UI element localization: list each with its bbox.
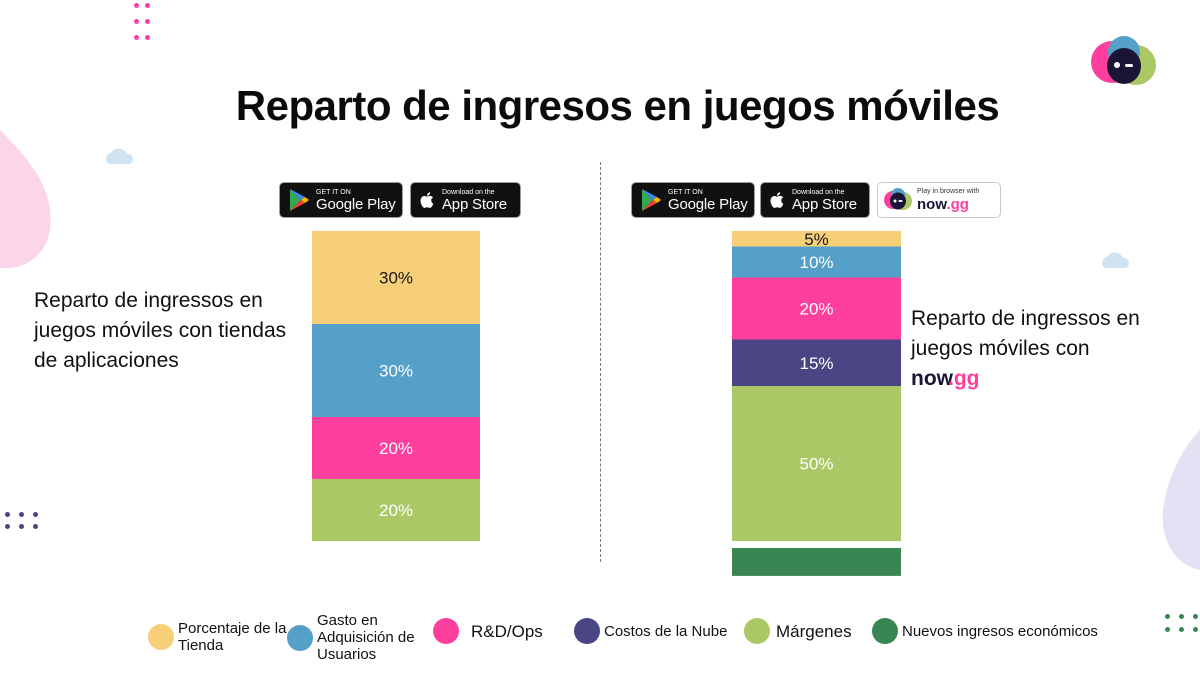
legend-label-margins: Márgenes — [776, 621, 852, 641]
app-store-large-text: App Store — [442, 195, 507, 213]
google-play-large-text: Google Play — [316, 195, 396, 213]
legend-label-ua: Gasto en Adquisición de Usuarios — [317, 612, 415, 663]
cloud-icon-left — [106, 148, 134, 164]
legend-item-store: Porcentaje de la Tienda — [148, 620, 288, 654]
decor-blob-left — [0, 130, 51, 269]
app-store-large-text: App Store — [792, 195, 857, 213]
legend-label-cloud: Costos de la Nube — [604, 622, 728, 640]
right-caption: Reparto de ingressos en juegos móviles c… — [911, 304, 1151, 394]
app-store-badge-right[interactable]: Download on the App Store — [760, 182, 870, 218]
legend-item-cloud: Costos de la Nube — [574, 618, 727, 644]
google-play-icon — [642, 189, 661, 211]
nowgg-badge[interactable]: Play in browser with now.gg — [877, 182, 1001, 218]
legend-label-new-revenue: Nuevos ingresos económicos — [902, 622, 1098, 640]
nowgg-small-text: Play in browser with — [917, 188, 980, 195]
bar-value-label: 30% — [379, 269, 413, 288]
cloud-icon-right — [1102, 252, 1130, 268]
right-caption-brand: now — [911, 367, 953, 390]
google-play-small-text: GET IT ON — [316, 188, 351, 196]
legend-item-margins: Márgenes — [744, 618, 852, 644]
app-store-small-text: Download on the — [442, 188, 495, 196]
bar-segment-1 — [732, 231, 901, 247]
google-play-badge[interactable]: GET IT ON Google Play — [279, 182, 403, 218]
bar-segment-3 — [312, 417, 480, 479]
bar-value-label: 20% — [379, 439, 413, 458]
bar-segment-6 — [732, 548, 901, 576]
left-caption: Reparto de ingressos en juegos móviles c… — [34, 289, 287, 372]
nowgg-tld-text: .gg — [946, 196, 969, 213]
app-store-badge[interactable]: Download on the App Store — [410, 182, 521, 218]
stacked-bar-chart-nowgg: 5% 10% 20% 15% 50% — [732, 231, 901, 576]
right-caption-text: Reparto de ingressos en juegos móviles c… — [911, 307, 1140, 360]
google-play-badge-right[interactable]: GET IT ON Google Play — [631, 182, 755, 218]
bar-segment-5 — [732, 386, 901, 541]
app-store-small-text: Download on the — [792, 188, 845, 196]
bar-segment-2 — [732, 246, 901, 278]
bar-segment-2 — [312, 324, 480, 417]
stacked-bar-chart-app-stores: 30% 30% 20% 20% — [312, 231, 480, 541]
bar-segment-4 — [312, 479, 480, 541]
nowgg-icon — [884, 188, 912, 210]
bar-segment-3 — [732, 277, 901, 340]
bar-value-label: 20% — [379, 501, 413, 520]
legend-swatch — [574, 618, 600, 644]
legend-item-new-revenue: Nuevos ingresos económicos — [872, 618, 1098, 644]
bar-segment-1 — [312, 231, 480, 324]
bar-value-label: 50% — [799, 455, 833, 474]
decor-blob-right — [1162, 430, 1200, 570]
legend-swatch — [287, 624, 313, 651]
apple-icon — [420, 192, 434, 208]
legend-item-ua: Gasto en Adquisición de Usuarios — [287, 612, 435, 663]
chart-divider — [600, 162, 601, 562]
bar-value-label: 30% — [379, 362, 413, 381]
bar-value-label: 15% — [799, 354, 833, 373]
google-play-large-text: Google Play — [668, 195, 748, 213]
legend-label-store: Porcentaje de la Tienda — [178, 620, 287, 654]
page-title: Reparto de ingresos en juegos móviles — [235, 82, 1000, 129]
bar-value-label: 10% — [799, 253, 833, 272]
legend-item-rd: R&D/Ops — [433, 618, 543, 644]
nowgg-logo-icon — [1091, 36, 1156, 85]
nowgg-brand-text: now — [917, 196, 947, 213]
google-play-small-text: GET IT ON — [668, 188, 703, 196]
legend-label-rd: R&D/Ops — [471, 621, 543, 641]
legend-swatch — [744, 618, 770, 644]
legend-swatch — [872, 618, 898, 644]
legend-swatch — [148, 624, 174, 650]
google-play-icon — [290, 189, 309, 211]
legend-swatch — [433, 618, 459, 644]
apple-icon — [770, 192, 784, 208]
bar-value-label: 20% — [799, 300, 833, 319]
bar-segment-4 — [732, 339, 901, 386]
bar-value-label: 5% — [804, 231, 829, 249]
right-caption-tld: .gg — [948, 367, 980, 390]
